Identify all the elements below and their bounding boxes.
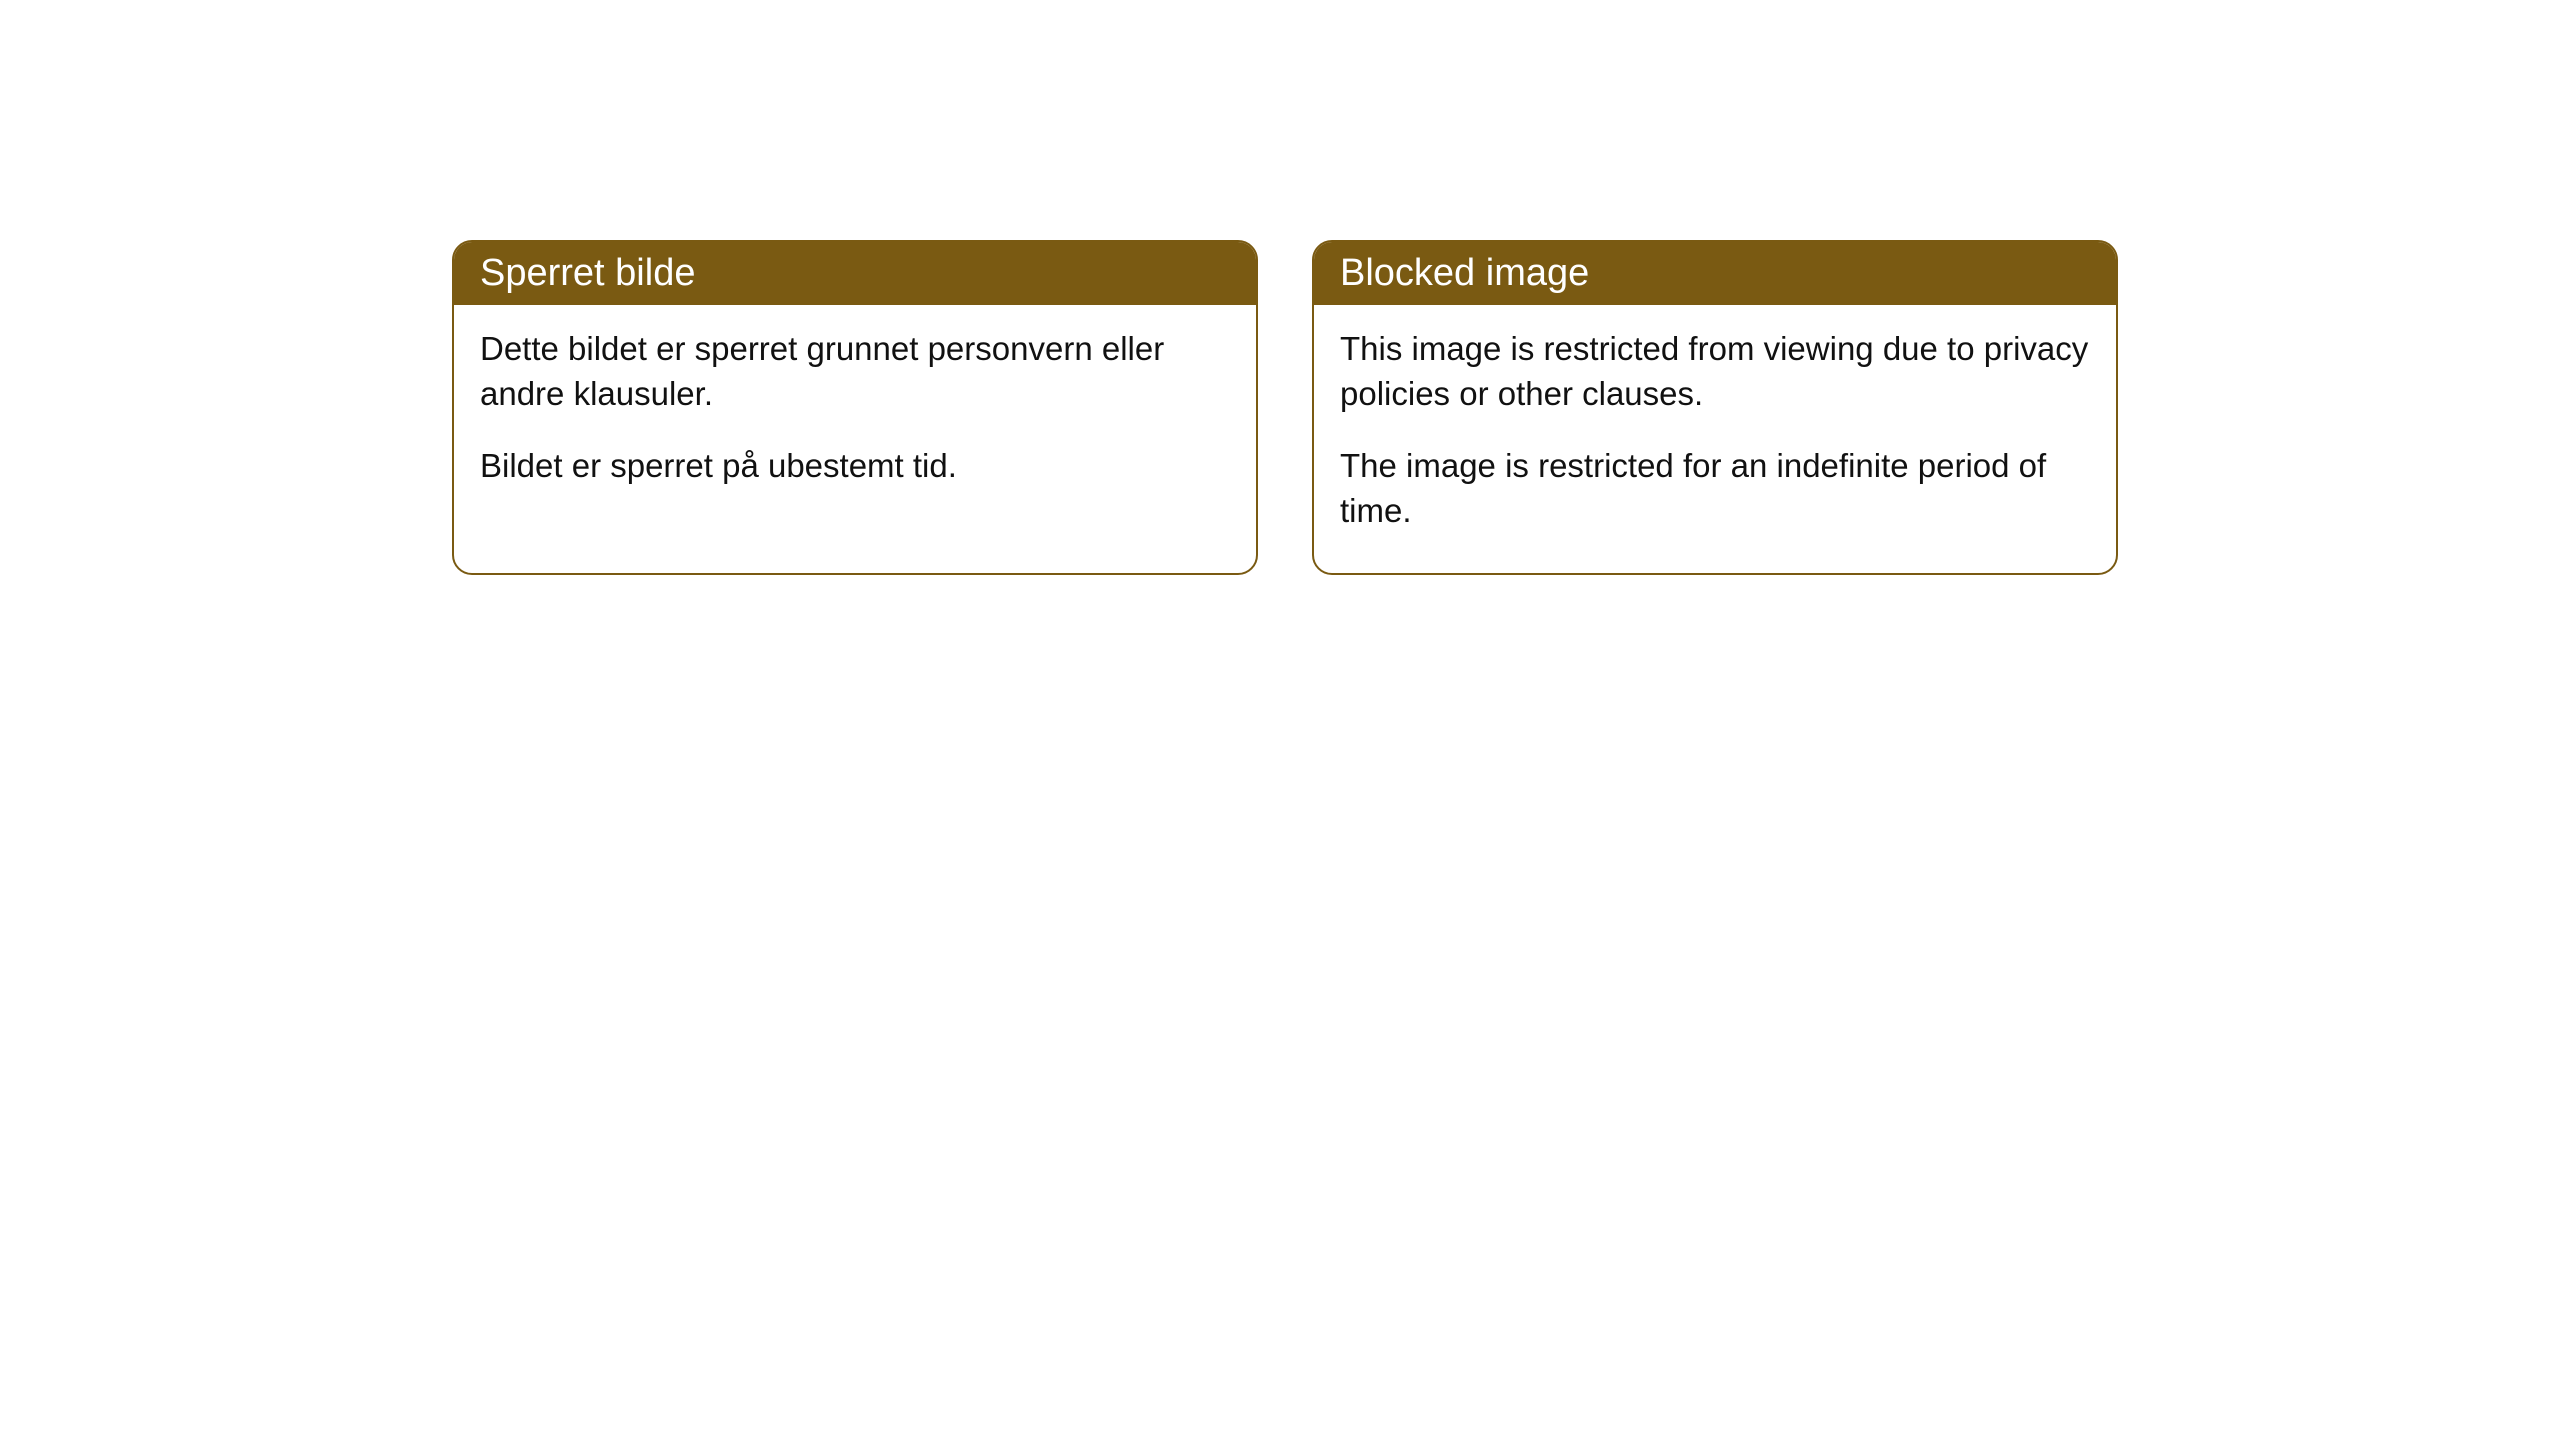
card-header: Blocked image [1314,242,2116,305]
notice-cards-container: Sperret bilde Dette bildet er sperret gr… [0,0,2560,575]
card-header: Sperret bilde [454,242,1256,305]
card-paragraph: Bildet er sperret på ubestemt tid. [480,444,1230,489]
card-paragraph: The image is restricted for an indefinit… [1340,444,2090,533]
card-paragraph: Dette bildet er sperret grunnet personve… [480,327,1230,416]
card-body: Dette bildet er sperret grunnet personve… [454,305,1256,529]
blocked-image-card-english: Blocked image This image is restricted f… [1312,240,2118,575]
card-title: Sperret bilde [480,252,695,294]
card-paragraph: This image is restricted from viewing du… [1340,327,2090,416]
blocked-image-card-norwegian: Sperret bilde Dette bildet er sperret gr… [452,240,1258,575]
card-body: This image is restricted from viewing du… [1314,305,2116,573]
card-title: Blocked image [1340,252,1589,294]
